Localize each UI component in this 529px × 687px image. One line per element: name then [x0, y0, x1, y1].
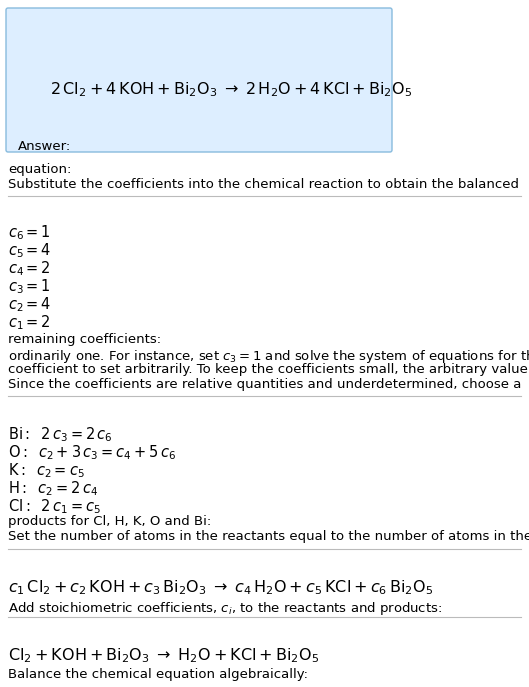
Text: products for Cl, H, K, O and Bi:: products for Cl, H, K, O and Bi: — [8, 515, 211, 528]
Text: remaining coefficients:: remaining coefficients: — [8, 333, 161, 346]
Text: $c_2 = 4$: $c_2 = 4$ — [8, 295, 51, 314]
Text: Answer:: Answer: — [18, 140, 71, 153]
Text: $2\,\mathrm{Cl_2} + 4\,\mathrm{KOH} + \mathrm{Bi_2O_3} \;\rightarrow\; 2\,\mathr: $2\,\mathrm{Cl_2} + 4\,\mathrm{KOH} + \m… — [50, 80, 412, 100]
Text: $\mathrm{H{:}}\;\; c_2 = 2\,c_4$: $\mathrm{H{:}}\;\; c_2 = 2\,c_4$ — [8, 479, 98, 497]
Text: Substitute the coefficients into the chemical reaction to obtain the balanced: Substitute the coefficients into the che… — [8, 178, 519, 191]
Text: $\mathrm{K{:}}\;\; c_2 = c_5$: $\mathrm{K{:}}\;\; c_2 = c_5$ — [8, 461, 85, 480]
Text: $c_4 = 2$: $c_4 = 2$ — [8, 259, 51, 278]
Text: $c_5 = 4$: $c_5 = 4$ — [8, 241, 51, 260]
Text: equation:: equation: — [8, 163, 71, 176]
Text: Balance the chemical equation algebraically:: Balance the chemical equation algebraica… — [8, 668, 308, 681]
FancyBboxPatch shape — [6, 8, 392, 152]
Text: $c_6 = 1$: $c_6 = 1$ — [8, 223, 51, 242]
Text: Since the coefficients are relative quantities and underdetermined, choose a: Since the coefficients are relative quan… — [8, 378, 522, 391]
Text: $c_1\,\mathrm{Cl_2} + c_2\,\mathrm{KOH} + c_3\,\mathrm{Bi_2O_3} \;\rightarrow\; : $c_1\,\mathrm{Cl_2} + c_2\,\mathrm{KOH} … — [8, 578, 433, 597]
Text: $c_3 = 1$: $c_3 = 1$ — [8, 277, 51, 295]
Text: coefficient to set arbitrarily. To keep the coefficients small, the arbitrary va: coefficient to set arbitrarily. To keep … — [8, 363, 529, 376]
Text: $\mathrm{O{:}}\;\; c_2 + 3\,c_3 = c_4 + 5\,c_6$: $\mathrm{O{:}}\;\; c_2 + 3\,c_3 = c_4 + … — [8, 443, 176, 462]
Text: Add stoichiometric coefficients, $c_i$, to the reactants and products:: Add stoichiometric coefficients, $c_i$, … — [8, 600, 442, 617]
Text: Set the number of atoms in the reactants equal to the number of atoms in the: Set the number of atoms in the reactants… — [8, 530, 529, 543]
Text: $\mathrm{Cl_2 + KOH + Bi_2O_3 \;\rightarrow\; H_2O + KCl + Bi_2O_5}$: $\mathrm{Cl_2 + KOH + Bi_2O_3 \;\rightar… — [8, 646, 319, 665]
Text: ordinarily one. For instance, set $c_3 = 1$ and solve the system of equations fo: ordinarily one. For instance, set $c_3 =… — [8, 348, 529, 365]
Text: $\mathrm{Cl{:}}\;\; 2\,c_1 = c_5$: $\mathrm{Cl{:}}\;\; 2\,c_1 = c_5$ — [8, 497, 101, 516]
Text: $\mathrm{Bi{:}}\;\; 2\,c_3 = 2\,c_6$: $\mathrm{Bi{:}}\;\; 2\,c_3 = 2\,c_6$ — [8, 425, 113, 444]
Text: $c_1 = 2$: $c_1 = 2$ — [8, 313, 51, 332]
